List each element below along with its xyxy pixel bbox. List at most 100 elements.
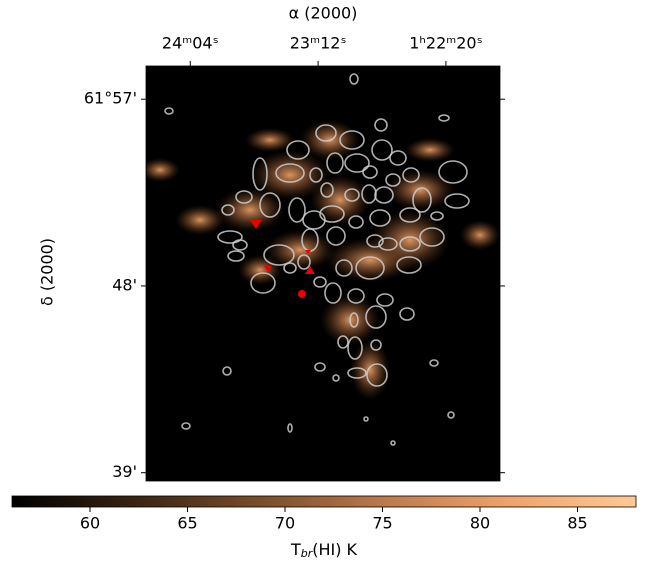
source-ellipse: [344, 188, 360, 202]
marker: [264, 266, 272, 272]
source-ellipse: [283, 262, 297, 274]
source-ellipse: [297, 254, 311, 270]
source-ellipse: [374, 186, 394, 204]
source-ellipse: [337, 335, 349, 349]
hi-image: [146, 66, 500, 481]
source-ellipse: [232, 239, 248, 251]
y-tick-label: 61°57': [84, 89, 137, 108]
source-ellipse: [326, 226, 346, 246]
source-ellipse: [335, 259, 353, 277]
source-ellipse: [347, 336, 363, 360]
source-ellipse: [259, 192, 281, 218]
source-ellipse: [362, 165, 378, 179]
source-ellipse: [217, 230, 243, 244]
source-ellipse: [390, 440, 396, 446]
y-tick-label: 48': [112, 275, 137, 294]
source-ellipse: [347, 367, 367, 379]
source-ellipse: [438, 160, 468, 184]
source-ellipse: [396, 256, 422, 274]
colorbar-tick-label: 75: [372, 514, 392, 533]
source-ellipse: [444, 193, 470, 209]
source-ellipse: [286, 140, 310, 160]
source-ellipse: [374, 118, 388, 132]
source-ellipse: [221, 204, 235, 216]
source-ellipse: [370, 339, 382, 351]
source-ellipse: [263, 244, 295, 266]
source-ellipse: [320, 182, 334, 198]
image-frame: [145, 65, 501, 482]
source-ellipse: [275, 163, 305, 183]
y-tick-label: 39': [112, 462, 137, 481]
source-ellipse: [250, 272, 276, 294]
emission: [146, 158, 180, 182]
source-ellipse: [419, 227, 445, 247]
colorbar-tick-label: 80: [470, 514, 490, 533]
y-axis-label: δ (2000): [38, 238, 57, 306]
source-ellipse: [402, 167, 420, 183]
source-ellipse: [344, 153, 370, 173]
source-ellipse: [361, 184, 377, 204]
source-ellipse: [355, 256, 385, 280]
colorbar-label: Tbr(HI) K: [290, 540, 358, 561]
emission: [238, 255, 282, 285]
source-ellipse: [371, 139, 393, 161]
colorbar-tick-label: 70: [275, 514, 295, 533]
source-ellipse: [348, 215, 364, 229]
emission: [215, 188, 285, 232]
x-tick-label: 1ʰ22ᵐ20ˢ: [409, 34, 482, 53]
colorbar-tick-label: 65: [177, 514, 197, 533]
source-ellipse: [412, 187, 432, 213]
source-ellipse: [252, 157, 268, 191]
source-ellipse: [447, 411, 455, 419]
source-ellipse: [315, 124, 337, 142]
source-ellipse: [339, 130, 365, 150]
emission: [310, 175, 370, 225]
emission: [405, 138, 455, 162]
source-ellipse: [326, 152, 344, 174]
x-tick-label: 24ᵐ04ˢ: [162, 34, 219, 53]
source-ellipse: [363, 416, 369, 422]
source-ellipse: [227, 250, 245, 262]
source-ellipse: [366, 234, 384, 248]
marker: [305, 266, 315, 274]
source-ellipse: [347, 288, 365, 304]
source-ellipse: [429, 359, 439, 367]
source-ellipse: [235, 190, 253, 204]
emission: [350, 340, 390, 400]
colorbar-tick-label: 85: [567, 514, 587, 533]
source-ellipse: [438, 114, 450, 122]
emission: [245, 128, 295, 152]
source-ellipse: [324, 282, 342, 304]
emission: [175, 205, 225, 235]
marker: [305, 250, 311, 254]
marker: [250, 220, 262, 229]
source-ellipse: [399, 236, 421, 252]
source-ellipse: [399, 207, 421, 223]
colorbar: [11, 495, 637, 508]
marker: [298, 290, 306, 298]
source-ellipse: [369, 209, 391, 227]
colorbar-tick-label: 60: [80, 514, 100, 533]
source-ellipse: [287, 423, 293, 433]
x-tick-label: 23ᵐ12ˢ: [290, 34, 347, 53]
source-ellipse: [399, 307, 415, 321]
source-ellipse: [385, 173, 401, 187]
source-ellipse: [332, 374, 340, 382]
source-ellipse: [313, 276, 327, 288]
emission: [385, 170, 455, 210]
source-ellipse: [389, 150, 407, 166]
emission: [460, 220, 500, 250]
source-ellipse: [378, 237, 398, 251]
source-ellipse: [366, 363, 388, 387]
source-ellipse: [222, 366, 232, 376]
source-ellipse: [309, 167, 323, 183]
source-ellipse: [181, 422, 191, 430]
source-ellipse: [376, 293, 394, 307]
source-ellipse: [349, 73, 359, 85]
x-axis-label: α (2000): [289, 4, 358, 23]
source-ellipse: [314, 362, 326, 372]
source-ellipse: [365, 305, 387, 329]
source-ellipse: [349, 312, 359, 328]
source-ellipse: [164, 107, 174, 115]
